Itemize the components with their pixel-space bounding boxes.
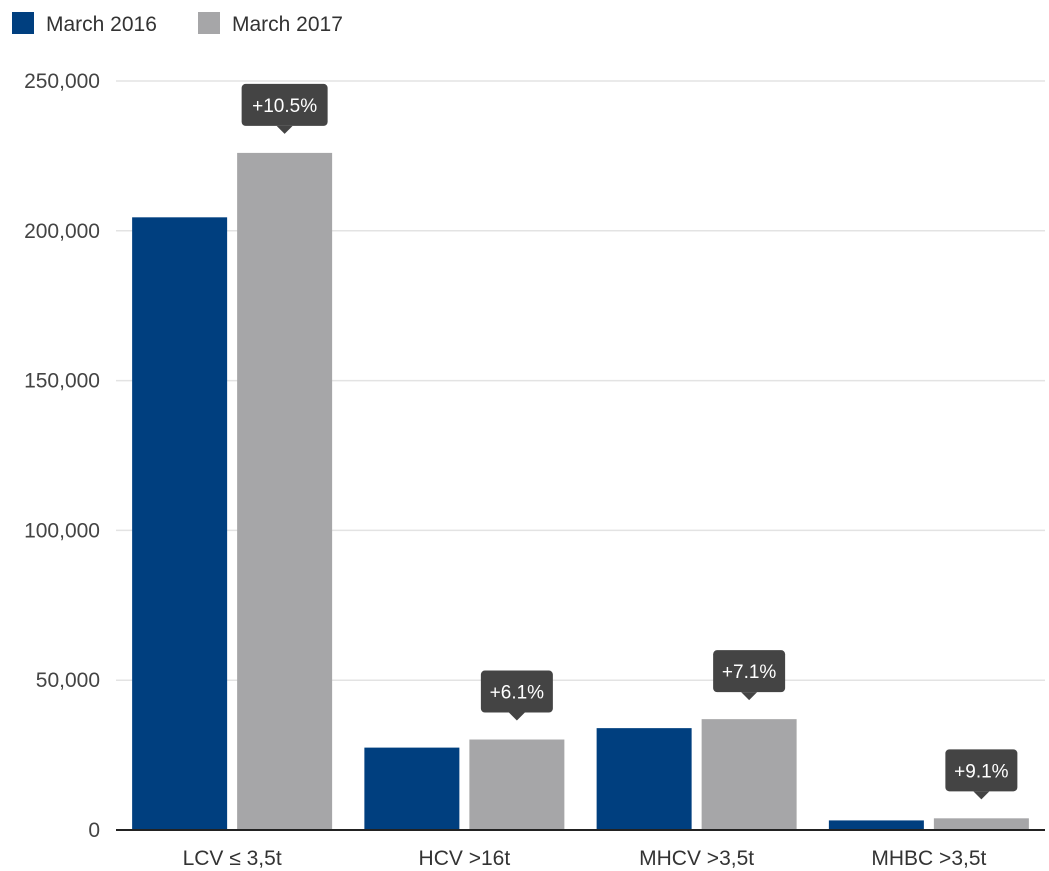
annotation-box: [480, 670, 553, 713]
y-tick-label: 200,000: [24, 220, 100, 243]
bar-march-2017-mhcv-3-5t: [701, 719, 797, 830]
legend-swatch-march-2016: [12, 12, 34, 34]
y-axis-tick-labels: 0 50,000 100,000 150,000 200,000 250,000: [24, 70, 100, 842]
x-axis-category-labels: LCV ≤ 3,5t HCV >16t MHCV >3,5t MHBC >3,5t: [183, 847, 987, 870]
bar-march-2016-mhbc-3-5t: [828, 820, 924, 830]
annotation-box: [241, 83, 328, 126]
x-category-label: MHBC >3,5t: [871, 847, 986, 870]
bar-march-2016-hcv-16t: [364, 747, 460, 830]
growth-annotations: +10.5% +6.1% +7.1% +9.1%: [241, 83, 1018, 800]
annotation-pointer: [508, 712, 525, 721]
y-tick-label: 150,000: [24, 370, 100, 393]
annotation-pointer: [741, 692, 758, 701]
annotation-box: [945, 749, 1018, 792]
y-tick-label: 0: [88, 819, 100, 842]
annotation-pointer: [973, 791, 990, 800]
legend: March 2016 March 2017: [12, 12, 343, 36]
y-tick-label: 100,000: [24, 519, 100, 542]
growth-annotation: +9.1%: [945, 749, 1018, 800]
bar-march-2017-hcv-16t: [469, 739, 565, 830]
legend-label-march-2017: March 2017: [232, 13, 343, 36]
bar-march-2017-mhbc-3-5t: [933, 818, 1029, 830]
annotation-box: [713, 650, 786, 693]
growth-annotation: +7.1%: [713, 650, 786, 701]
bars: [132, 152, 1029, 831]
growth-annotation: +6.1%: [480, 670, 553, 721]
growth-annotation: +10.5%: [241, 83, 328, 134]
x-category-label: HCV >16t: [419, 847, 511, 870]
annotation-label: +7.1%: [722, 662, 777, 683]
bar-march-2016-lcv-3-5t: [132, 217, 228, 830]
legend-label-march-2016: March 2016: [46, 13, 157, 36]
x-category-label: LCV ≤ 3,5t: [183, 847, 282, 870]
y-tick-label: 50,000: [36, 669, 100, 692]
annotation-label: +10.5%: [252, 96, 317, 117]
legend-swatch-march-2017: [198, 12, 220, 34]
x-category-label: MHCV >3,5t: [639, 847, 754, 870]
annotation-pointer: [276, 125, 293, 134]
bar-march-2016-mhcv-3-5t: [596, 728, 692, 830]
annotation-label: +6.1%: [490, 683, 545, 704]
y-tick-label: 250,000: [24, 70, 100, 93]
annotation-label: +9.1%: [954, 761, 1009, 782]
bar-march-2017-lcv-3-5t: [237, 152, 333, 831]
